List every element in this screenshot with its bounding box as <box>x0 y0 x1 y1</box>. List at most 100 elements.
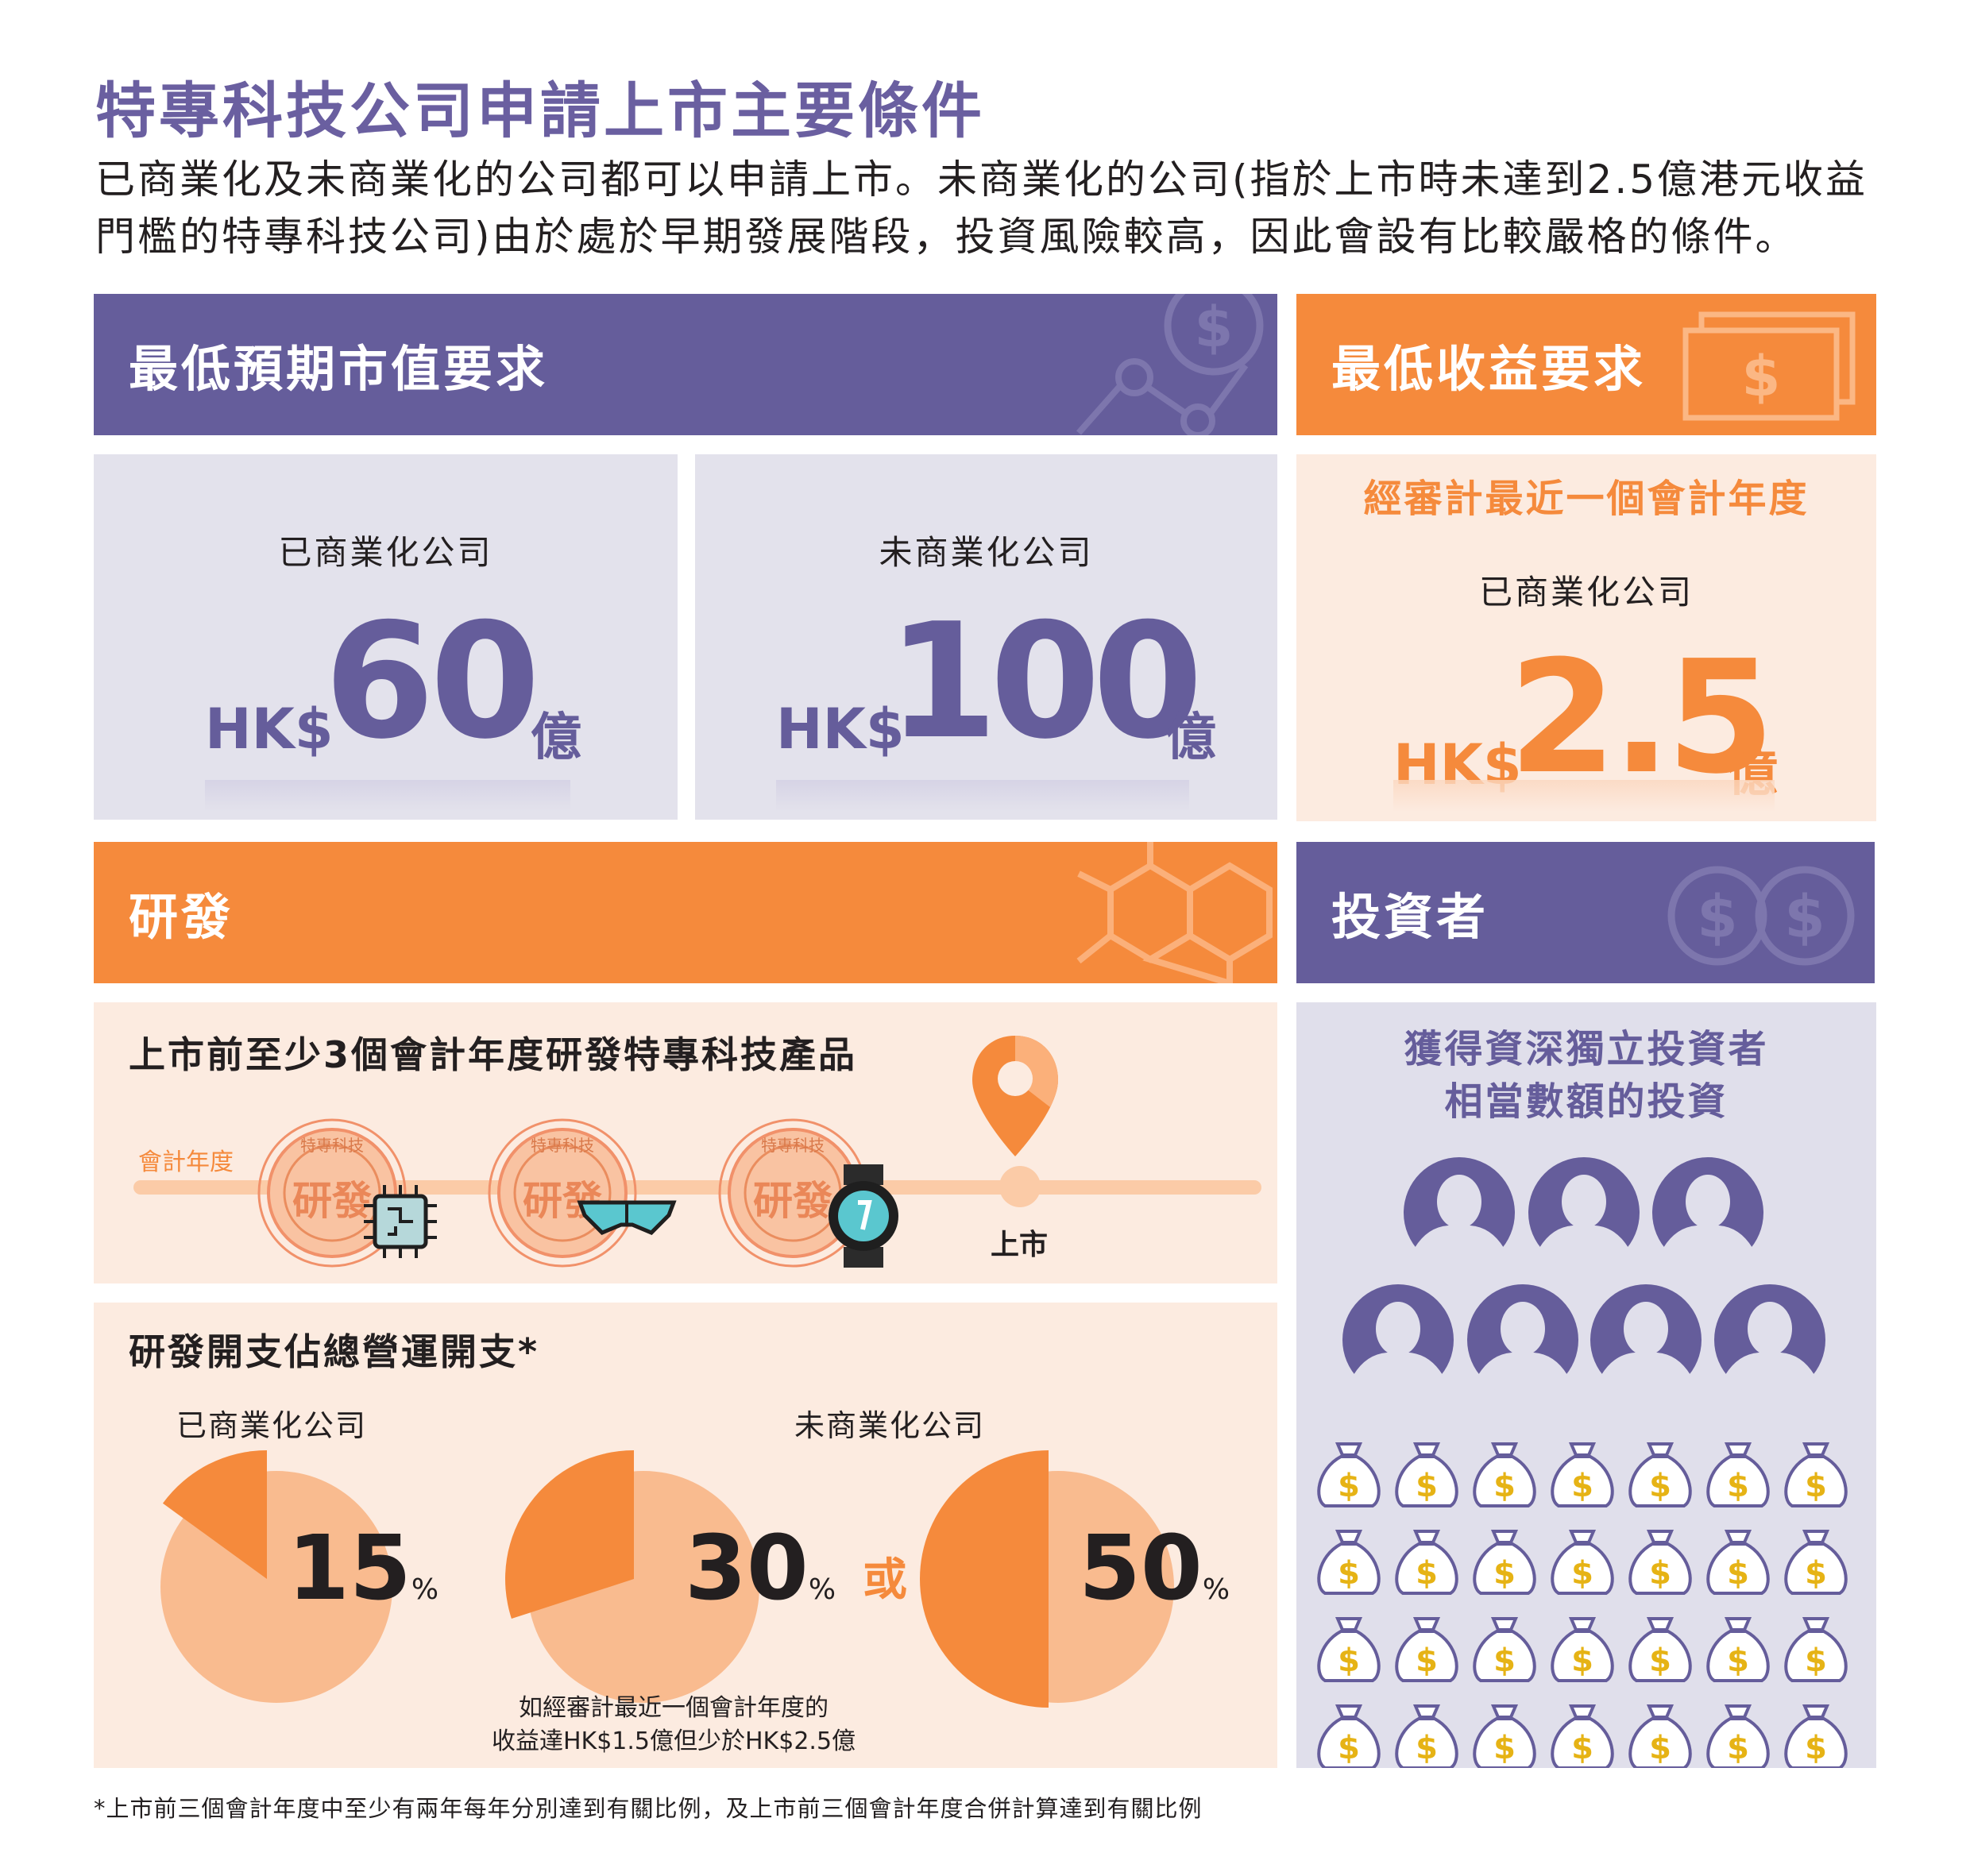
timeline-title: 上市前至少3個會計年度研發特專科技產品 <box>129 1026 857 1079</box>
pie-slice-50 <box>920 1450 1049 1708</box>
pct-value: 50 <box>1079 1517 1203 1620</box>
investor-avatar-icon <box>1467 1284 1578 1397</box>
svg-text:$: $ <box>1338 1555 1360 1592</box>
investors-illustration: $$$$$$$$$$$$$$$$$$$$$$$$$$$$ <box>1296 1145 1876 1768</box>
revenue-card: 經審計最近一個會計年度 已商業化公司 HK$ 2.5 億 <box>1296 454 1876 821</box>
rnd-expense-card: 研發開支佔總營運開支* 已商業化公司 未商業化公司 15% 30% 或 50% … <box>94 1303 1277 1768</box>
svg-text:$: $ <box>1805 1730 1827 1766</box>
listing-label: 上市 <box>960 1222 1079 1263</box>
location-pin-icon <box>968 1033 1063 1160</box>
money-bag-icon: $ <box>1630 1706 1690 1768</box>
precommercial-label: 未商業化公司 <box>695 526 1277 574</box>
svg-text:$: $ <box>1649 1730 1671 1766</box>
pct-value: 30 <box>685 1517 809 1620</box>
or-label: 或 <box>863 1544 907 1608</box>
money-bag-icon: $ <box>1630 1444 1690 1506</box>
svg-text:$: $ <box>1493 1555 1516 1592</box>
money-bag-icon: $ <box>1786 1706 1845 1768</box>
unit: 億 <box>1165 697 1216 770</box>
money-bag-icon: $ <box>1319 1444 1378 1506</box>
svg-text:$: $ <box>1571 1730 1593 1766</box>
svg-text:$: $ <box>1805 1642 1827 1679</box>
svg-text:$: $ <box>1727 1555 1749 1592</box>
investors-line-2: 相當數額的投資 <box>1296 1075 1876 1128</box>
money-bag-icon: $ <box>1708 1706 1767 1768</box>
commercial-label: 已商業化公司 <box>176 1401 367 1445</box>
money-bag-icon: $ <box>1396 1531 1456 1593</box>
investors-card: 獲得資深獨立投資者 相當數額的投資 $ $ $ $ $ $ $ $ $ $ $ $ $ $ $ $ $ $ $ $ $ $… <box>1296 1002 1876 1768</box>
svg-text:$: $ <box>1649 1555 1671 1592</box>
money-bag-icon: $ <box>1319 1706 1378 1768</box>
page-title: 特專科技公司申請上市主要條件 <box>95 62 985 149</box>
svg-text:$: $ <box>1805 1555 1827 1592</box>
svg-text:$: $ <box>1571 1642 1593 1679</box>
amount: 100 <box>887 589 1195 774</box>
banknote-icon: $ <box>1678 307 1868 426</box>
svg-text:$: $ <box>1805 1468 1827 1504</box>
svg-text:$: $ <box>1727 1642 1749 1679</box>
money-bag-icon: $ <box>1474 1706 1534 1768</box>
investor-avatar-icon <box>1714 1284 1825 1397</box>
intro-line-1: 已商業化及未商業化的公司都可以申請上市。未商業化的公司(指於上市時未達到2.5億… <box>95 151 1906 208</box>
stamp-ring-text: 特專科技 <box>483 1133 642 1156</box>
investors-header: 投資者 $ $ <box>1296 842 1875 983</box>
stamp-ring-text: 特專科技 <box>253 1133 411 1156</box>
pct-sign: % <box>411 1573 438 1606</box>
pct-commercial: 15% <box>288 1517 438 1620</box>
footnote: *上市前三個會計年度中至少有兩年每年分別達到有關比例，及上市前三個會計年度合併計… <box>94 1790 1203 1824</box>
money-bag-icon: $ <box>1708 1444 1767 1506</box>
precommercial-label: 未商業化公司 <box>794 1401 985 1445</box>
investors-text: 獲得資深獨立投資者 相當數額的投資 <box>1296 1023 1876 1128</box>
svg-text:$: $ <box>1571 1555 1593 1592</box>
rnd-timeline-card: 上市前至少3個會計年度研發特專科技產品 會計年度 特專科技 研發 特專科技 研發 <box>94 1002 1277 1283</box>
svg-text:$: $ <box>1416 1555 1438 1592</box>
stamp-ring-text: 特專科技 <box>713 1133 872 1156</box>
money-bag-icon: $ <box>1396 1444 1456 1506</box>
rnd-heading: 研發 <box>129 877 234 948</box>
money-bag-icon: $ <box>1630 1531 1690 1593</box>
svg-text:$: $ <box>1727 1730 1749 1766</box>
svg-text:$: $ <box>1338 1642 1360 1679</box>
money-bag-icon: $ <box>1474 1619 1534 1681</box>
revenue-period: 經審計最近一個會計年度 <box>1296 467 1876 523</box>
svg-text:$: $ <box>1493 1730 1516 1766</box>
pct-sign: % <box>809 1573 836 1606</box>
investors-heading: 投資者 <box>1331 877 1489 948</box>
investor-avatar-icon <box>1342 1284 1454 1397</box>
money-bag-icon: $ <box>1474 1444 1534 1506</box>
revenue-company-label: 已商業化公司 <box>1296 566 1876 614</box>
reflection <box>205 780 570 812</box>
market-cap-header: 最低預期市值要求 $ <box>94 294 1277 435</box>
pct-note: 如經審計最近一個會計年度的 收益達HK$1.5億但少於HK$2.5億 <box>475 1692 872 1758</box>
investor-avatar-icon <box>1590 1284 1702 1397</box>
money-bag-icon: $ <box>1708 1531 1767 1593</box>
reflection <box>1393 780 1775 812</box>
svg-text:$: $ <box>1571 1468 1593 1504</box>
intro-text: 已商業化及未商業化的公司都可以申請上市。未商業化的公司(指於上市時未達到2.5億… <box>95 151 1906 265</box>
svg-text:$: $ <box>1416 1642 1438 1679</box>
svg-text:$: $ <box>1649 1642 1671 1679</box>
pct-value: 15 <box>288 1517 411 1620</box>
svg-text:$: $ <box>1649 1468 1671 1504</box>
pct-sign: % <box>1203 1573 1230 1606</box>
currency-prefix: HK$ <box>205 697 334 762</box>
investors-line-1: 獲得資深獨立投資者 <box>1296 1023 1876 1075</box>
svg-text:$: $ <box>1493 1468 1516 1504</box>
svg-text:$: $ <box>1742 344 1781 409</box>
chip-icon <box>361 1182 440 1261</box>
note-line-2: 收益達HK$1.5億但少於HK$2.5億 <box>475 1725 872 1758</box>
pct-precommercial-a: 30% <box>685 1517 836 1620</box>
rnd-header: 研發 <box>94 842 1277 983</box>
intro-line-2: 門檻的特專科技公司)由於處於早期發展階段，投資風險較高，因此會設有比較嚴格的條件… <box>95 208 1906 265</box>
money-bag-icon: $ <box>1319 1619 1378 1681</box>
svg-text:$: $ <box>1195 295 1234 360</box>
investor-avatar-icon <box>1404 1157 1515 1270</box>
svg-text:$: $ <box>1784 883 1825 952</box>
money-bag-icon: $ <box>1786 1531 1845 1593</box>
money-bag-icon: $ <box>1630 1619 1690 1681</box>
smartwatch-icon <box>820 1164 907 1268</box>
market-cap-commercial-card: 已商業化公司 HK$ 60 億 <box>94 454 678 820</box>
timeline-axis-label: 會計年度 <box>138 1142 234 1177</box>
svg-text:$: $ <box>1697 883 1738 952</box>
amount: 60 <box>324 589 535 774</box>
